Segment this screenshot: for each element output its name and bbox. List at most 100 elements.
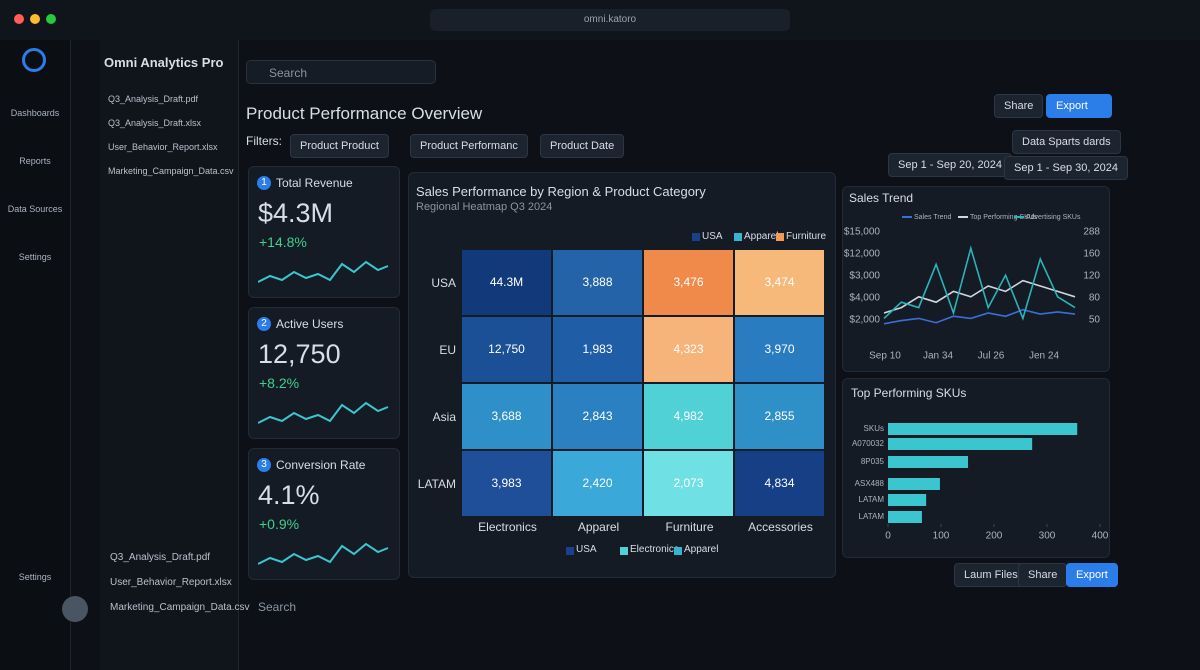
y-tick-label: $3,000 [849,271,880,282]
app-name[interactable]: Omni Analytics Pro [104,55,224,70]
x-tick-label: 0 [885,531,891,542]
kpi-label: Active Users [276,317,344,331]
file[interactable]: Q3_Analysis_Draft.pdf [110,552,211,563]
legend-label: Advertising SKUs [1026,214,1081,221]
kpi-value: 12,750 [258,339,341,369]
page-title: Product Performance Overview [246,104,483,123]
bar [888,511,922,523]
kpi-value: $4.3M [258,198,334,228]
footer-button[interactable]: Share [1018,563,1068,587]
chart-title: Top Performing SKUs [851,386,966,400]
y2-tick-label: 80 [1089,293,1101,304]
series-line [883,245,1076,321]
minimize[interactable] [30,14,40,24]
row-label: USA [431,276,456,290]
kpi-value: 4.1% [258,480,320,510]
file[interactable]: User_Behavior_Report.xlsx [108,142,218,152]
icon-rail [0,40,71,670]
heat-cell: 1,983 [553,317,642,382]
nav-item[interactable]: Settings [18,252,52,262]
filter-dropdown[interactable]: Product Product [290,134,389,158]
close[interactable] [14,14,24,24]
nav-item[interactable]: Dashboards [10,108,60,118]
export-button[interactable]: Export [1046,94,1112,118]
y2-tick-label: 50 [1089,315,1101,326]
heat-cell: 4,982 [644,384,733,449]
legend-label: Apparel [744,231,779,242]
heat-cell: 3,474 [735,250,824,315]
heatmap-subtitle: Regional Heatmap Q3 2024 [416,201,553,213]
y-tick-label: $12,000 [844,249,881,260]
footer-button[interactable]: Laum Files [954,563,1028,587]
column-label: Furniture [665,520,714,534]
bar [888,423,1078,435]
avatar[interactable] [62,596,88,622]
category-label: ASX488 [855,479,885,488]
legend-swatch [674,547,682,555]
category-label: SKUs [864,424,884,433]
row-label: Asia [432,410,456,424]
kpi-number: 2 [257,317,271,331]
heat-cell: 4,323 [644,317,733,382]
file[interactable]: Q3_Analysis_Draft.pdf [108,94,199,104]
heat-cell: 3,476 [644,250,733,315]
filters-label: Filters: [246,134,282,148]
date-range[interactable]: Sep 1 - Sep 20, 2024 [888,153,1012,177]
nav-item[interactable]: Settings [18,572,52,582]
heat-cell: 2,073 [644,451,733,516]
bar [888,456,969,468]
nav-item[interactable]: Reports [19,156,51,166]
legend-swatch [620,547,628,555]
x-tick-label: Jen 24 [1029,351,1059,362]
kpi-change: +0.9% [259,516,300,532]
file[interactable]: Marketing_Campaign_Data.csv [108,166,234,176]
series-line [883,308,1076,325]
filter-dropdown[interactable]: Product Date [540,134,625,158]
kpi-number: 3 [257,458,271,472]
y-tick-label: $15,000 [844,227,881,238]
trend-card [842,186,1110,372]
filter-dropdown[interactable]: Product Performanc [410,134,528,158]
data-button[interactable]: Data Sparts dards [1012,130,1121,154]
heat-cell: 2,855 [735,384,824,449]
nav-item[interactable]: Data Sources [7,204,63,214]
x-tick-label: Sep 10 [869,351,901,362]
file-panel [100,40,239,670]
bar [888,494,927,506]
address-bar[interactable]: omni.katoro [430,9,790,31]
heat-cell: 3,970 [735,317,824,382]
heat-cell: 2,420 [553,451,642,516]
file[interactable]: User_Behavior_Report.xlsx [110,577,232,588]
bar [888,438,1033,450]
share-button[interactable]: Share [994,94,1044,118]
legend-swatch [776,233,784,241]
category-label: LATAM [859,495,885,504]
file[interactable]: Marketing_Campaign_Data.csv [110,602,250,613]
legend-swatch [566,547,574,555]
column-label: Electronics [478,520,537,534]
heat-cell: 2,843 [553,384,642,449]
y2-tick-label: 120 [1083,271,1100,282]
footer-button[interactable]: Export [1066,563,1118,587]
date-range[interactable]: Sep 1 - Sep 30, 2024 [1004,156,1128,180]
x-tick-label: 100 [933,531,950,542]
x-tick-label: Jan 34 [923,351,953,362]
kpi-number: 1 [257,176,271,190]
bottom-search[interactable]: Search [258,600,297,614]
sku-card [842,378,1110,558]
search-box[interactable]: Search [246,60,436,84]
legend-label: USA [576,544,597,555]
legend-swatch [734,233,742,241]
heat-cell: 3,688 [462,384,551,449]
file[interactable]: Q3_Analysis_Draft.xlsx [108,118,202,128]
heat-cell: 3,983 [462,451,551,516]
chart-title: Sales Trend [849,191,913,205]
row-label: EU [439,343,456,357]
column-label: Apparel [577,520,620,534]
maximize[interactable] [46,14,56,24]
row-label: LATAM [417,477,456,491]
kpi-change: +8.2% [259,375,300,391]
column-label: Accessories [748,520,813,534]
bar [888,478,940,490]
